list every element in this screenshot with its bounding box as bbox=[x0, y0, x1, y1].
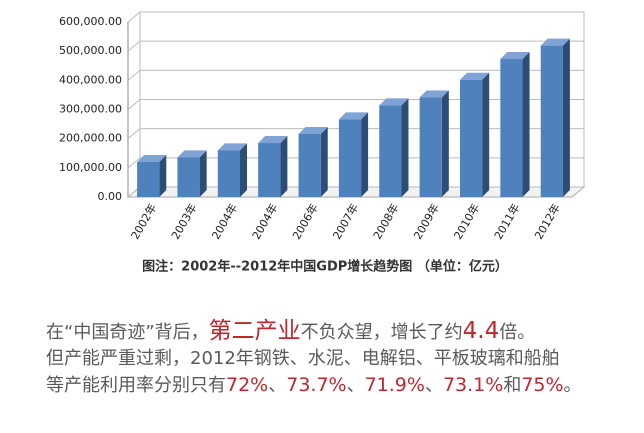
bar bbox=[338, 119, 362, 197]
y-tick-label: 500,000.00 bbox=[59, 44, 122, 57]
grid-line-side bbox=[127, 99, 141, 110]
bar bbox=[540, 45, 563, 197]
text-line: 但产能严重过剩，2012年钢铁、水泥、电解铝、平板玻璃和船舶 bbox=[46, 346, 636, 372]
body-text: 倍。 bbox=[499, 322, 536, 343]
bar bbox=[419, 97, 442, 197]
y-tick-label: 0.00 bbox=[98, 190, 123, 203]
x-tick-label: 2006年 bbox=[289, 201, 321, 242]
x-tick-label: 2010年 bbox=[451, 201, 483, 242]
bar bbox=[500, 59, 523, 197]
bar-top bbox=[540, 38, 570, 46]
highlight-text: 75% bbox=[521, 374, 564, 396]
bar bbox=[137, 162, 160, 197]
bar-top bbox=[459, 72, 490, 80]
body-text: 、 bbox=[346, 375, 365, 396]
highlight-text: 73.1% bbox=[442, 374, 504, 396]
bar-top bbox=[298, 127, 328, 134]
x-tick-label: 2009年 bbox=[410, 201, 442, 242]
y-tick-label: 200,000.00 bbox=[59, 132, 122, 145]
body-text: 不负众望，增长了约 bbox=[300, 322, 463, 343]
highlight-text: 4.4 bbox=[462, 318, 500, 344]
bar-side bbox=[159, 155, 167, 197]
bar bbox=[258, 143, 281, 197]
bar-top bbox=[500, 52, 530, 60]
bar bbox=[217, 150, 241, 197]
bar bbox=[177, 157, 200, 197]
bar-side bbox=[522, 52, 530, 197]
x-tick-label: 2012年 bbox=[531, 201, 563, 242]
grid-line-side bbox=[127, 11, 141, 23]
text-line: 在“中国奇迹”背后，第二产业不负众望，增长了约4.4倍。 bbox=[46, 318, 636, 346]
bar-side bbox=[401, 98, 409, 197]
body-text: 。 bbox=[563, 375, 582, 396]
bar-top bbox=[217, 143, 248, 151]
bar-top bbox=[379, 98, 409, 106]
paragraph: 在“中国奇迹”背后，第二产业不负众望，增长了约4.4倍。 但产能严重过剩，2012… bbox=[46, 318, 636, 399]
bar-top bbox=[137, 155, 167, 162]
bar-side bbox=[240, 143, 248, 197]
x-tick-label: 2002年 bbox=[128, 201, 160, 242]
bar bbox=[379, 105, 402, 197]
body-text: 和 bbox=[503, 375, 522, 396]
y-tick-label: 400,000.00 bbox=[59, 73, 122, 86]
bar-side bbox=[320, 127, 328, 197]
x-tick-label: 2004年 bbox=[208, 201, 240, 242]
y-tick-label: 600,000.00 bbox=[59, 15, 122, 28]
x-tick-label: 2011年 bbox=[491, 201, 523, 242]
highlight-text: 72% bbox=[226, 374, 269, 396]
grid-line-side bbox=[127, 69, 141, 81]
body-text: 、 bbox=[268, 375, 287, 396]
body-text: 在“中国奇迹”背后， bbox=[46, 322, 209, 343]
x-tick-label: 2007年 bbox=[330, 201, 362, 242]
body-text: 但产能严重过剩，2012年钢铁、水泥、电解铝、平板玻璃和船舶 bbox=[46, 348, 560, 369]
chart-caption: 图注：2002年--2012年中国GDP增长趋势图 （单位：亿元） bbox=[142, 259, 508, 275]
bar-side bbox=[280, 136, 288, 197]
chart: 图注：2002年--2012年中国GDP增长趋势图 （单位：亿元） 0.00 10… bbox=[59, 11, 586, 275]
bar-side bbox=[361, 112, 369, 197]
bar-side bbox=[482, 72, 490, 197]
y-tick-label: 300,000.00 bbox=[59, 103, 122, 116]
bar bbox=[459, 79, 483, 197]
body-text: 等产能利用率分别只有 bbox=[46, 375, 226, 396]
highlight-text: 73.7% bbox=[286, 374, 347, 396]
x-tick-label: 2003年 bbox=[168, 201, 200, 242]
x-tick-label: 2004年 bbox=[249, 201, 281, 242]
bar bbox=[298, 134, 321, 197]
y-tick-label: 100,000.00 bbox=[59, 161, 122, 174]
bar-side bbox=[199, 150, 207, 197]
bar-top bbox=[419, 90, 449, 98]
bar-top bbox=[338, 112, 369, 120]
highlight-text: 第二产业 bbox=[208, 318, 301, 344]
grid-line-side bbox=[127, 128, 141, 140]
grid-line-side bbox=[127, 40, 141, 52]
x-tick-label: 2008年 bbox=[370, 201, 402, 242]
text-line: 等产能利用率分别只有72%、73.7%、71.9%、73.1%和75%。 bbox=[46, 372, 636, 399]
bar-top bbox=[177, 150, 207, 158]
bar-side bbox=[441, 90, 449, 197]
bar-top bbox=[258, 136, 288, 144]
bar-side bbox=[562, 38, 570, 197]
highlight-text: 71.9% bbox=[364, 374, 425, 396]
body-text: 、 bbox=[424, 375, 443, 396]
grid-line-side bbox=[127, 157, 141, 169]
